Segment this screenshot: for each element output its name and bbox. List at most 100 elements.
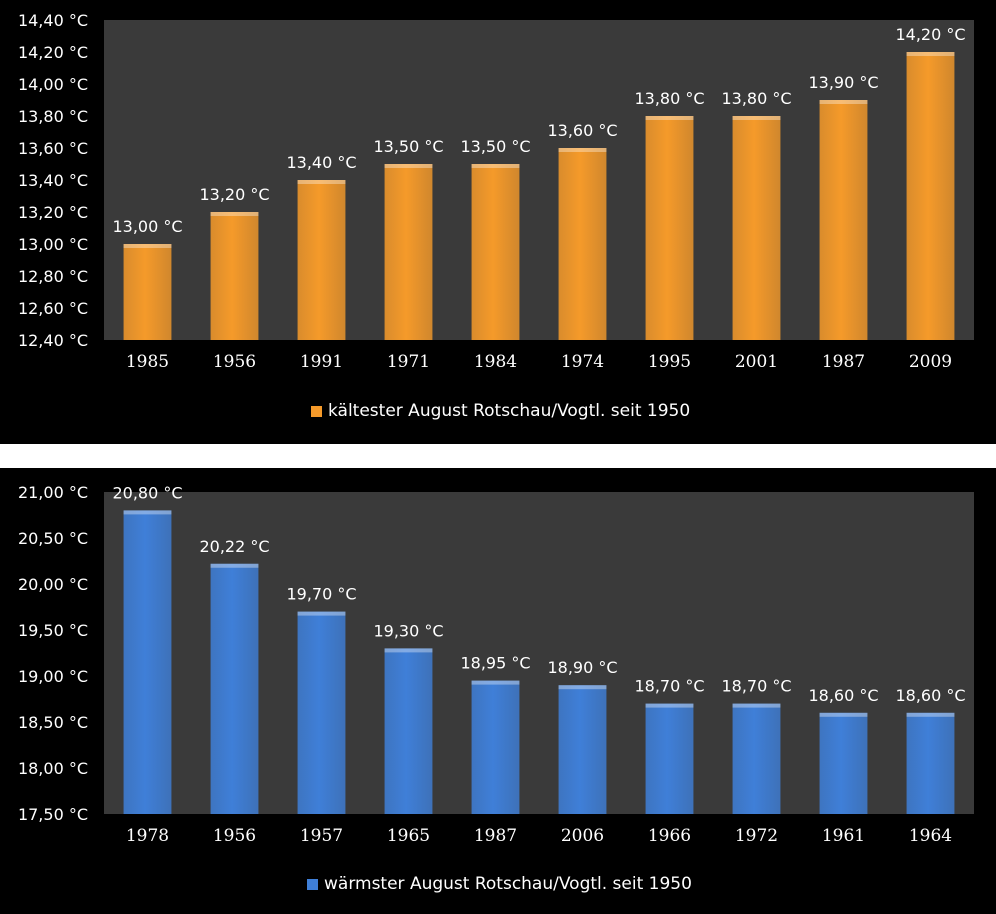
warm-bar <box>558 685 607 814</box>
warm-data-label: 18,95 °C <box>460 654 530 673</box>
cold-bar <box>732 116 781 340</box>
cold-data-label: 13,20 °C <box>199 185 269 204</box>
warm-y-tick-label: 17,50 °C <box>18 805 88 824</box>
cold-data-label: 13,60 °C <box>547 121 617 140</box>
warm-y-tick-label: 19,50 °C <box>18 621 88 640</box>
warm-bar-highlight <box>558 685 607 690</box>
warm-legend-label: wärmster August Rotschau/Vogtl. seit 195… <box>324 874 692 894</box>
cold-y-tick-label: 13,00 °C <box>18 235 88 254</box>
cold-category-label: 1987 <box>822 352 865 372</box>
warm-bar <box>732 703 781 814</box>
cold-bar <box>123 244 172 340</box>
cold-bar-highlight <box>297 180 346 184</box>
warm-y-tick-label: 20,50 °C <box>18 529 88 548</box>
cold-category-label: 1985 <box>126 352 169 372</box>
warm-bar-highlight <box>123 510 172 515</box>
cold-bar-highlight <box>732 116 781 120</box>
warm-data-label: 19,30 °C <box>373 621 443 640</box>
warm-data-label: 18,70 °C <box>634 677 704 696</box>
cold-legend-label: kältester August Rotschau/Vogtl. seit 19… <box>328 401 691 421</box>
warm-bar <box>906 712 955 814</box>
warm-bar <box>123 510 172 814</box>
cold-data-label: 13,80 °C <box>634 89 704 108</box>
warm-data-label: 18,60 °C <box>895 686 965 705</box>
warm-category-label: 1965 <box>387 826 430 846</box>
warm-category-label: 1964 <box>909 826 952 846</box>
warm-chart-svg: 17,50 °C 18,00 °C 18,50 °C 19,00 °C 19,50 °C… <box>18 483 974 846</box>
cold-bar-highlight <box>645 116 694 120</box>
warm-data-label: 18,70 °C <box>721 677 791 696</box>
cold-y-tick-label: 13,80 °C <box>18 107 88 126</box>
warm-category-label: 1972 <box>735 826 778 846</box>
warm-y-tick-label: 21,00 °C <box>18 483 88 502</box>
cold-data-label: 13,50 °C <box>460 137 530 156</box>
cold-bar <box>906 52 955 340</box>
warm-bar-highlight <box>384 648 433 653</box>
warm-y-tick-label: 20,00 °C <box>18 575 88 594</box>
cold-bar-highlight <box>471 164 520 168</box>
cold-y-tick-label: 12,40 °C <box>18 331 88 350</box>
warm-data-label: 20,80 °C <box>112 483 182 502</box>
warm-category-label: 1961 <box>822 826 865 846</box>
cold-y-tick-label: 14,20 °C <box>18 43 88 62</box>
cold-bar <box>645 116 694 340</box>
warm-bar-highlight <box>471 680 520 685</box>
warm-legend-key <box>307 878 318 890</box>
cold-y-tick-label: 13,60 °C <box>18 139 88 158</box>
warm-data-label: 20,22 °C <box>199 537 269 556</box>
cold-bar <box>819 100 868 340</box>
warm-y-tick-label: 19,00 °C <box>18 667 88 686</box>
cold-bar-highlight <box>210 212 259 216</box>
warm-bar <box>819 712 868 814</box>
cold-category-label: 1984 <box>474 352 517 372</box>
cold-data-label: 13,80 °C <box>721 89 791 108</box>
cold-category-label: 1956 <box>213 352 256 372</box>
warm-bar-highlight <box>297 611 346 616</box>
cold-bar-highlight <box>906 52 955 56</box>
cold-y-tick-label: 14,00 °C <box>18 75 88 94</box>
cold-category-label: 1971 <box>387 352 430 372</box>
warm-bar <box>210 563 259 814</box>
cold-legend: kältester August Rotschau/Vogtl. seit 19… <box>311 401 690 421</box>
warm-category-label: 1987 <box>474 826 517 846</box>
cold-y-tick-label: 13,40 °C <box>18 171 88 190</box>
warm-y-tick-label: 18,00 °C <box>18 759 88 778</box>
warm-bar <box>384 648 433 814</box>
warm-bar-highlight <box>210 563 259 568</box>
cold-bar-highlight <box>558 148 607 152</box>
cold-bar-highlight <box>384 164 433 168</box>
cold-category-label: 1991 <box>300 352 343 372</box>
warm-bar-highlight <box>732 703 781 708</box>
cold-data-label: 13,40 °C <box>286 153 356 172</box>
cold-bar <box>471 164 520 340</box>
cold-data-label: 14,20 °C <box>895 25 965 44</box>
cold-category-label: 1974 <box>561 352 604 372</box>
warm-y-tick-label: 18,50 °C <box>18 713 88 732</box>
warm-bar <box>471 680 520 814</box>
cold-chart-svg: 12,40 °C 12,60 °C 12,80 °C 13,00 °C 13,20 °C… <box>18 11 974 372</box>
cold-data-label: 13,00 °C <box>112 217 182 236</box>
cold-category-label: 1995 <box>648 352 691 372</box>
cold-bar-highlight <box>123 244 172 248</box>
warm-legend: wärmster August Rotschau/Vogtl. seit 195… <box>307 874 692 894</box>
cold-august-chart: 12,40 °C 12,60 °C 12,80 °C 13,00 °C 13,20 °C… <box>0 0 996 444</box>
warm-bar-highlight <box>819 712 868 717</box>
warm-category-label: 1966 <box>648 826 691 846</box>
cold-category-label: 2009 <box>909 352 952 372</box>
cold-bar-highlight <box>819 100 868 104</box>
cold-bar <box>384 164 433 340</box>
cold-data-label: 13,50 °C <box>373 137 443 156</box>
warm-category-label: 1978 <box>126 826 169 846</box>
warm-bar-highlight <box>906 712 955 717</box>
cold-y-tick-label: 12,60 °C <box>18 299 88 318</box>
warm-bar-highlight <box>645 703 694 708</box>
cold-bar <box>210 212 259 340</box>
cold-bar <box>297 180 346 340</box>
warm-bar <box>297 611 346 814</box>
cold-y-tick-label: 12,80 °C <box>18 267 88 286</box>
cold-legend-key <box>311 405 322 417</box>
cold-bar <box>558 148 607 340</box>
warm-data-label: 18,90 °C <box>547 658 617 677</box>
warm-data-label: 19,70 °C <box>286 585 356 604</box>
warm-category-label: 2006 <box>561 826 604 846</box>
